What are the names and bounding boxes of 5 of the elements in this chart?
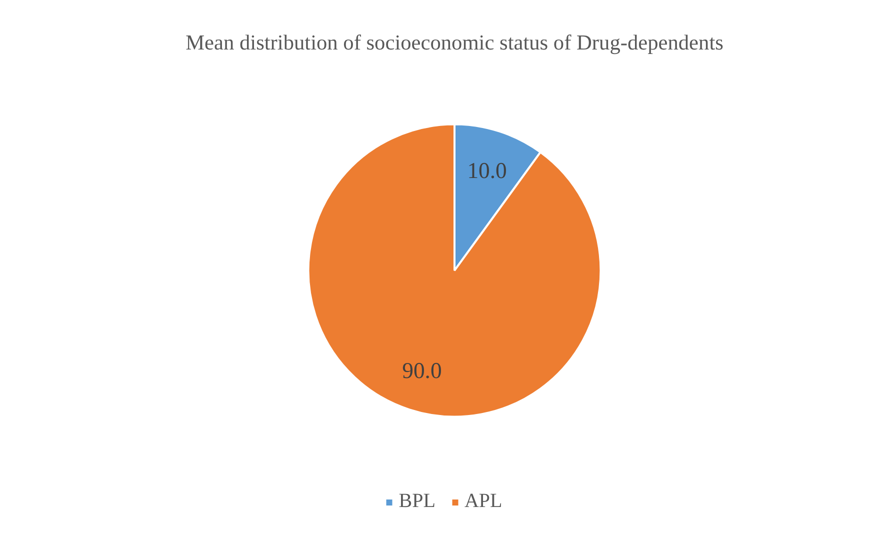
data-label: 10.0 — [467, 158, 507, 183]
chart-title: Mean distribution of socioeconomic status of Drug-dependents — [186, 30, 724, 54]
legend-label: BPL — [398, 490, 436, 513]
legend-label: APL — [464, 490, 502, 513]
data-label: 90.0 — [402, 358, 442, 384]
